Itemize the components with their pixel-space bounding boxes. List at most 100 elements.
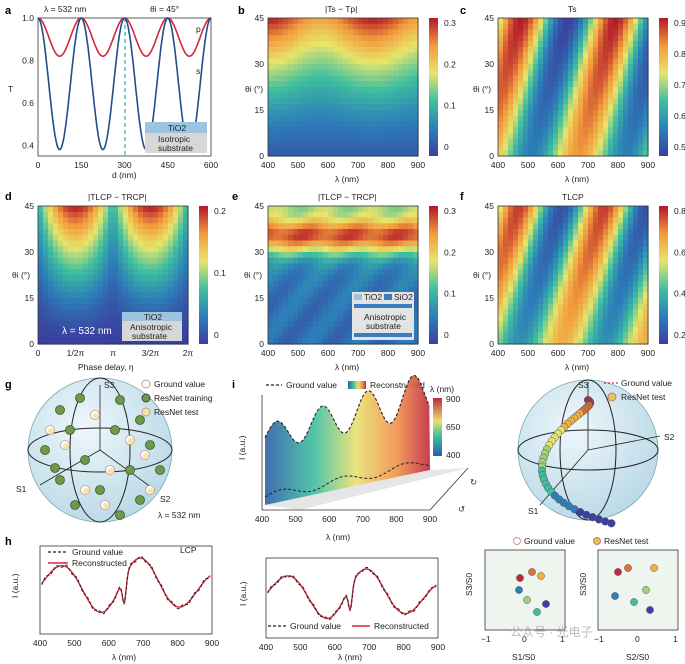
hm-f-cell — [543, 298, 549, 305]
hm-c-cell — [633, 58, 639, 65]
hm-f-cell — [618, 326, 624, 334]
hm-c-cell — [558, 46, 564, 54]
hm-b-cell — [373, 127, 379, 134]
hm-d-cell — [103, 223, 109, 230]
hm-f-cell — [543, 309, 549, 316]
hm-c-cell — [618, 75, 624, 82]
hm-d-cell — [63, 275, 69, 282]
hm-f-cell — [628, 234, 634, 242]
hm-d-cell — [78, 275, 84, 282]
hm-b-cell — [333, 75, 339, 82]
hm-c-cell — [568, 104, 574, 111]
hm-e-cell — [323, 240, 329, 247]
hm-e-cell — [373, 206, 379, 213]
hm-f-cell — [623, 206, 629, 213]
hm-f-cell — [603, 240, 609, 247]
hm-f-cell — [568, 309, 574, 316]
hm-b-cell — [273, 87, 279, 94]
hm-f-cell — [508, 286, 514, 293]
hm-c-cell — [558, 35, 564, 42]
hm-b-cell — [308, 121, 314, 128]
hm-b-cell — [298, 92, 304, 100]
hm-b-cell — [338, 23, 344, 31]
hm-c-cell — [538, 104, 544, 111]
hm-d-cell — [103, 321, 109, 328]
panel-i-xtick: 900 — [423, 514, 437, 524]
hm-b-cell — [348, 104, 354, 111]
panel-g-training-point — [55, 405, 65, 415]
hm-d-cell — [43, 292, 49, 299]
hm-b-cell — [318, 18, 324, 25]
hm-e-cell — [313, 321, 319, 328]
hm-b-cell — [293, 69, 299, 77]
hm-f-cell — [533, 257, 539, 265]
hm-b-cell — [403, 121, 409, 128]
hm-b-cell — [283, 52, 289, 59]
hm-c-cell — [573, 104, 579, 111]
hm-f-cell — [558, 292, 564, 299]
panel-f-cbtick: 0.6 — [674, 247, 685, 257]
hm-d-cell — [158, 298, 164, 305]
hm-f-cell — [528, 338, 534, 345]
hm-f-cell — [578, 338, 584, 345]
panel-f-heatmap — [498, 206, 649, 345]
hm-c-cell — [533, 75, 539, 82]
hm-d-cell — [123, 280, 129, 288]
hm-f-cell — [633, 257, 639, 265]
hm-b-cell — [403, 35, 409, 42]
panel-d-label: d — [5, 191, 12, 203]
hm-d-cell — [68, 286, 74, 293]
hm-c-cell — [628, 18, 634, 25]
hm-c-cell — [578, 115, 584, 123]
hm-c-cell — [613, 46, 619, 54]
panel-d-xtick: 3/2π — [142, 348, 160, 358]
hm-b-cell — [333, 87, 339, 94]
hm-c-cell — [568, 98, 574, 105]
hm-e-cell — [398, 229, 404, 236]
hm-e-cell — [338, 211, 344, 219]
hm-f-cell — [498, 326, 504, 334]
hm-c-cell — [568, 81, 574, 88]
hm-f-cell — [558, 321, 564, 328]
hm-e-cell — [283, 234, 289, 242]
panel-i-lower-xtick: 600 — [328, 642, 342, 652]
hm-b-cell — [363, 35, 369, 42]
hm-e-cell — [378, 229, 384, 236]
hm-f-cell — [503, 332, 509, 339]
hm-d-cell — [143, 269, 149, 276]
hm-f-cell — [623, 252, 629, 259]
hm-d-cell — [53, 332, 59, 339]
hm-b-cell — [273, 150, 279, 157]
hm-b-cell — [328, 75, 334, 82]
hm-b-cell — [283, 127, 289, 134]
hm-e-cell — [283, 263, 289, 270]
hm-e-cell — [343, 206, 349, 213]
hm-d-cell — [73, 257, 79, 265]
hm-f-cell — [618, 298, 624, 305]
hm-f-cell — [563, 234, 569, 242]
hm-e-cell — [388, 246, 394, 253]
hm-b-cell — [283, 75, 289, 82]
hm-f-cell — [568, 315, 574, 322]
hm-c-cell — [543, 144, 549, 151]
hm-c-cell — [513, 92, 519, 100]
hm-d-cell — [78, 309, 84, 316]
hm-b-cell — [288, 115, 294, 123]
hm-b-cell — [323, 138, 329, 146]
hm-e-cell — [283, 217, 289, 224]
hm-d-cell — [93, 315, 99, 322]
hm-b-cell — [413, 138, 419, 146]
hm-d-cell — [153, 286, 159, 293]
hm-c-cell — [528, 69, 534, 77]
hm-f-cell — [628, 286, 634, 293]
hm-d-cell — [43, 252, 49, 259]
panel-i-lower-xlabel: λ (nm) — [338, 652, 362, 662]
hm-d-cell — [78, 338, 84, 345]
hm-f-cell — [568, 321, 574, 328]
hm-e-cell — [318, 275, 324, 282]
hm-d-cell — [98, 321, 104, 328]
hm-d-cell — [118, 217, 124, 224]
hm-c-cell — [548, 133, 554, 140]
hm-d-cell — [93, 269, 99, 276]
hm-b-cell — [383, 52, 389, 59]
